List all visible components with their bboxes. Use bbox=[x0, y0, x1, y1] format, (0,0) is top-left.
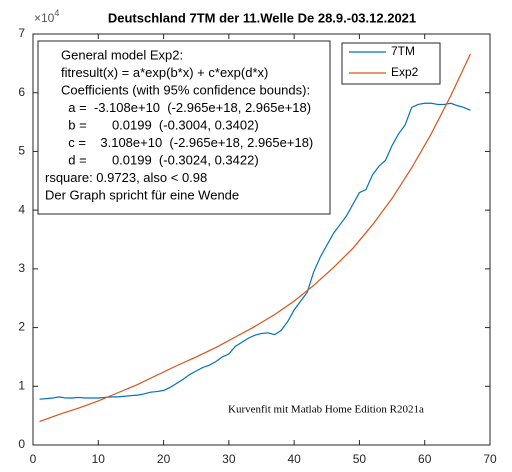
annotation-line: Coefficients (with 95% confidence bounds… bbox=[61, 82, 310, 97]
y-tick-label: 1 bbox=[18, 378, 25, 392]
y-multiplier-base: ×10 bbox=[34, 11, 55, 25]
legend-label: Exp2 bbox=[391, 65, 419, 79]
y-tick-label: 4 bbox=[18, 202, 25, 216]
x-tick-label: 30 bbox=[222, 452, 236, 466]
legend-label: 7TM bbox=[391, 44, 415, 58]
series-line bbox=[39, 53, 471, 423]
y-tick-label: 3 bbox=[18, 261, 25, 275]
y-multiplier: ×104 bbox=[34, 8, 59, 25]
annotation-line: c = 3.108e+10 (-2.965e+18, 2.965e+18) bbox=[61, 135, 313, 150]
chart-title: Deutschland 7TM der 11.Welle De 28.9.-03… bbox=[108, 10, 416, 25]
annotation-box bbox=[37, 40, 331, 215]
x-tick-label: 0 bbox=[30, 452, 37, 466]
y-tick-label: 6 bbox=[18, 85, 25, 99]
x-tick-label: 10 bbox=[92, 452, 106, 466]
annotation-line: Der Graph spricht für eine Wende bbox=[45, 187, 239, 202]
annotation-line: fitresult(x) = a*exp(b*x) + c*exp(d*x) bbox=[61, 65, 268, 80]
y-tick-label: 0 bbox=[18, 437, 25, 451]
x-tick-label: 60 bbox=[418, 452, 432, 466]
annotation-line: b = 0.0199 (-0.3004, 0.3402) bbox=[61, 117, 259, 132]
x-tick-label: 50 bbox=[353, 452, 367, 466]
y-tick-label: 7 bbox=[18, 26, 25, 40]
x-tick-label: 40 bbox=[287, 452, 301, 466]
x-tick-label: 70 bbox=[483, 452, 497, 466]
annotation-line: General model Exp2: bbox=[61, 47, 183, 62]
annotation-line: d = 0.0199 (-0.3024, 0.3422) bbox=[61, 152, 259, 167]
y-multiplier-exponent: 4 bbox=[54, 8, 59, 18]
y-tick-label: 5 bbox=[18, 144, 25, 158]
series-line bbox=[39, 102, 471, 400]
legend-box bbox=[341, 42, 441, 85]
footnote: Kurvenfit mit Matlab Home Edition R2021a bbox=[228, 404, 424, 416]
x-tick-label: 20 bbox=[157, 452, 171, 466]
y-tick-label: 2 bbox=[18, 320, 25, 334]
annotation-line: rsquare: 0.9723, also < 0.98 bbox=[45, 170, 207, 185]
annotation-line: a = -3.108e+10 (-2.965e+18, 2.965e+18) bbox=[61, 100, 311, 115]
